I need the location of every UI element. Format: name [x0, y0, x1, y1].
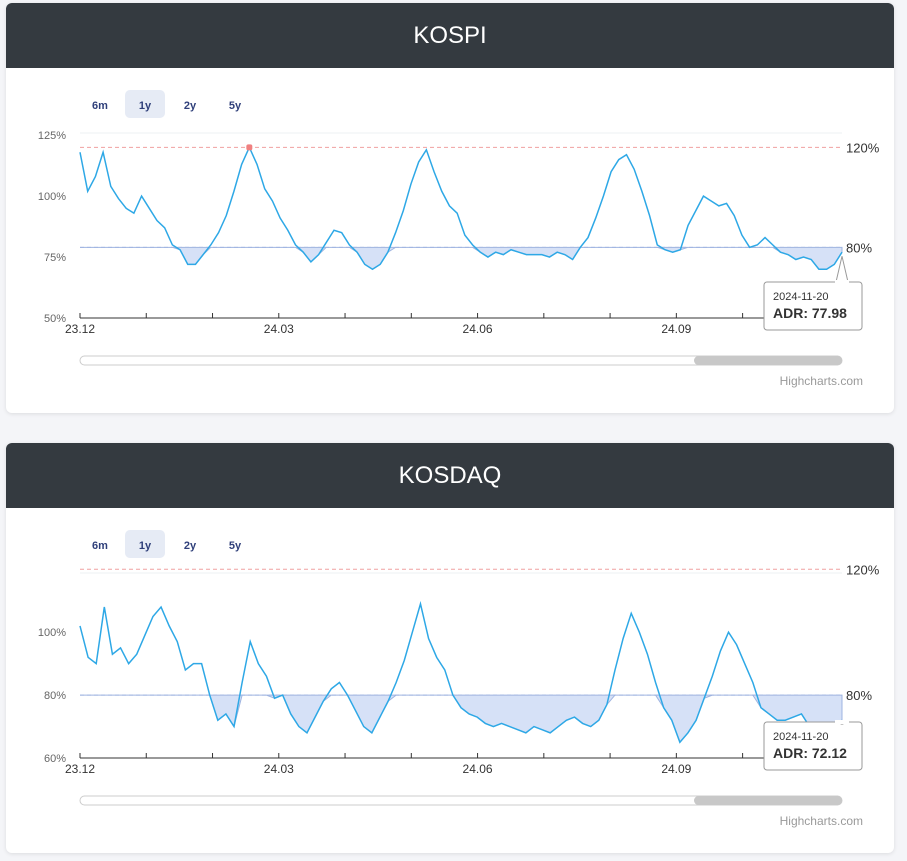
upper-threshold-marker [246, 144, 253, 151]
range-button-5y[interactable]: 5y [229, 540, 242, 552]
y-tick-label: 80% [44, 690, 66, 702]
range-button-label[interactable]: 6m [92, 540, 108, 552]
x-tick-label: 23.12 [65, 762, 95, 776]
below-threshold-area [80, 694, 843, 744]
range-button-label[interactable]: 5y [229, 540, 242, 552]
range-button-label[interactable]: 1y [139, 540, 152, 552]
range-button-bg[interactable] [125, 530, 165, 558]
tooltip-box [763, 721, 863, 771]
tooltip: 2024-11-20 ADR: 77.98 [763, 256, 863, 331]
range-button-2y[interactable]: 2y [184, 540, 197, 552]
x-tick-label: 24.09 [661, 322, 691, 336]
credits-link[interactable]: Highcharts.com [780, 374, 863, 388]
tooltip-pointer-cover [835, 720, 849, 724]
credits-link[interactable]: Highcharts.com [780, 814, 863, 828]
kospi-card: KOSPI 6m 1y 2y 5y 125% 100% 75% 50% 120% 80% 23.12… [6, 3, 894, 413]
range-button-2y[interactable]: 2y [184, 100, 197, 112]
range-button-6m[interactable]: 6m [92, 540, 108, 552]
tooltip-pointer-cover [835, 280, 849, 284]
tooltip-value: ADR: 72.12 [773, 745, 847, 761]
navigator-thumb[interactable] [694, 796, 842, 805]
data-points [79, 603, 843, 743]
y-tick-label: 60% [44, 753, 66, 765]
tooltip: 2024-11-20 ADR: 72.12 [763, 720, 863, 771]
y-tick-label: 100% [38, 191, 66, 203]
tooltip-value: ADR: 77.98 [773, 305, 847, 321]
x-tick-label: 24.03 [264, 322, 294, 336]
upper-threshold-label: 120% [846, 140, 880, 155]
kosdaq-chart: 6m 1y 2y 5y 100% 80% 60% 120% 80% 23.12 24.03 24.06… [38, 530, 880, 828]
adr-series-line [79, 600, 843, 744]
navigator-thumb[interactable] [694, 356, 842, 365]
kospi-title: KOSPI [6, 3, 894, 68]
y-tick-label: 50% [44, 313, 66, 325]
x-tick-label: 24.09 [661, 762, 691, 776]
tooltip-date: 2024-11-20 [773, 291, 828, 303]
x-tick-label: 24.03 [264, 762, 294, 776]
x-tick-label: 24.06 [463, 762, 493, 776]
range-button-label[interactable]: 2y [184, 540, 197, 552]
range-button-5y[interactable]: 5y [229, 100, 242, 112]
lower-threshold-label: 80% [846, 240, 872, 255]
lower-threshold-label: 80% [846, 688, 872, 703]
x-tick-label: 24.06 [463, 322, 493, 336]
range-button-label[interactable]: 1y [139, 100, 152, 112]
kospi-chart: 6m 1y 2y 5y 125% 100% 75% 50% 120% 80% 23.12 24.03 2… [38, 90, 880, 388]
range-button-1y[interactable]: 1y [125, 90, 165, 118]
x-tick-label: 23.12 [65, 322, 95, 336]
below-threshold-area [80, 246, 843, 270]
kosdaq-title: KOSDAQ [6, 443, 894, 508]
y-tick-label: 100% [38, 627, 66, 639]
range-button-bg[interactable] [125, 90, 165, 118]
tooltip-date: 2024-11-20 [773, 731, 828, 743]
range-button-1y[interactable]: 1y [125, 530, 165, 558]
range-button-label[interactable]: 2y [184, 100, 197, 112]
upper-threshold-label: 120% [846, 562, 880, 577]
kosdaq-card: KOSDAQ 6m 1y 2y 5y 100% 80% 60% 120% 80% 23.12 24.… [6, 443, 894, 853]
range-button-label[interactable]: 6m [92, 100, 108, 112]
adr-series-line [79, 145, 843, 271]
y-tick-label: 75% [44, 252, 66, 264]
y-tick-label: 125% [38, 130, 66, 142]
range-button-6m[interactable]: 6m [92, 100, 108, 112]
tooltip-box [763, 281, 863, 331]
range-button-label[interactable]: 5y [229, 100, 242, 112]
